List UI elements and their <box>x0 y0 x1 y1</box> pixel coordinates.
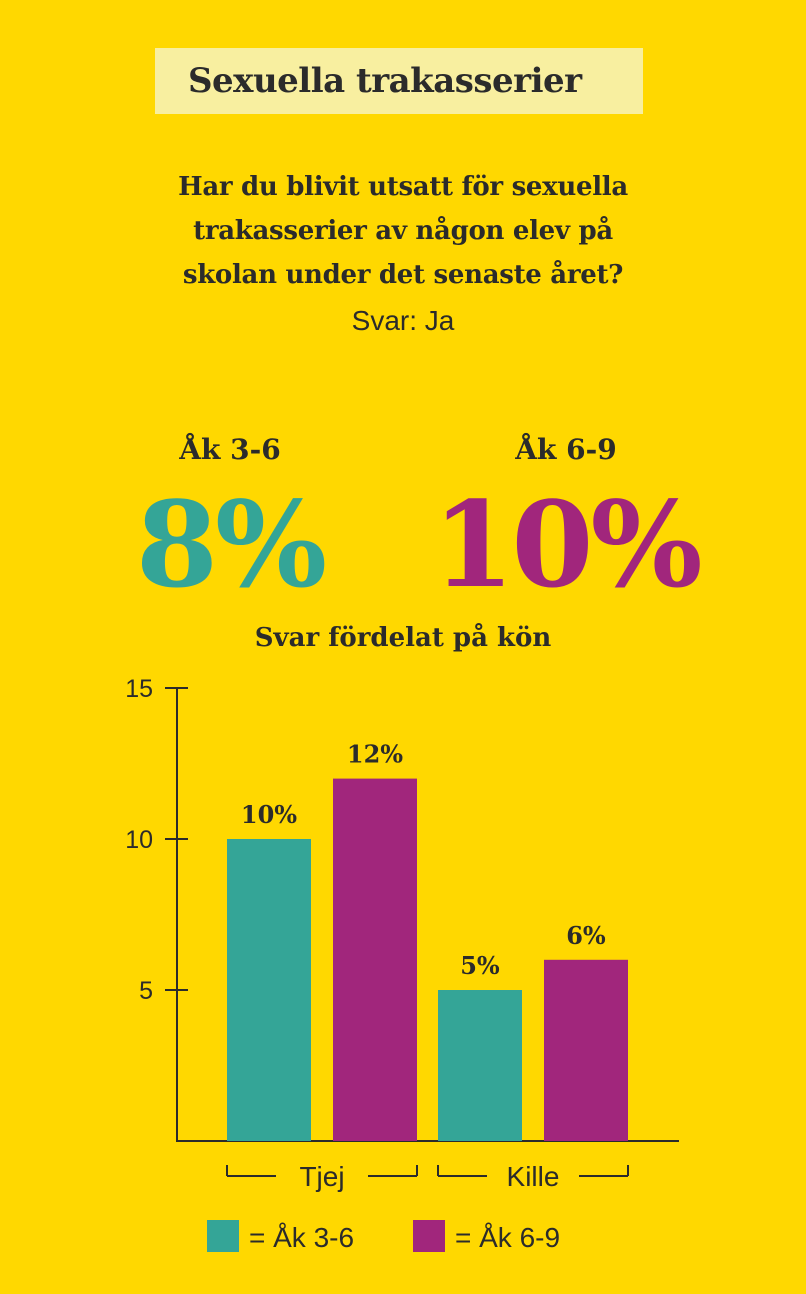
summary-label-ak6-9: Åk 6-9 <box>515 433 617 466</box>
bar <box>333 778 417 1141</box>
data-label: 6% <box>566 921 606 950</box>
bar <box>544 959 628 1141</box>
data-label: 12% <box>347 740 403 769</box>
question-line: trakasserier av någon elev på <box>193 216 613 246</box>
y-tick-label: 15 <box>125 675 153 703</box>
chart-title: Sexuella trakasserier <box>155 48 643 114</box>
bar <box>438 990 522 1141</box>
chart-subtitle: Svar fördelat på kön <box>254 623 552 653</box>
legend-swatch <box>207 1220 239 1252</box>
category-label: Tjej <box>299 1161 344 1192</box>
survey-answer: Svar: Ja <box>351 305 455 336</box>
legend-swatch <box>413 1220 445 1252</box>
summary-value-ak3-6: 8% <box>135 475 327 614</box>
question-line: skolan under det senaste året? <box>182 260 624 290</box>
summary-value-ak6-9: 10% <box>432 475 702 614</box>
survey-question: Har du blivit utsatt för sexuella trakas… <box>100 165 706 297</box>
y-tick-label: 5 <box>139 977 153 1005</box>
legend-item-ak6-9: = Åk 6-9 <box>413 1218 560 1258</box>
bar-chart: 5 10 15 10% 12% Tjej 5% 6% Kille <box>125 675 679 1192</box>
category-label: Kille <box>507 1161 560 1192</box>
legend-text: = Åk 3-6 <box>249 1222 355 1253</box>
y-tick-label: 10 <box>125 826 153 854</box>
legend-item-ak3-6: = Åk 3-6 <box>207 1218 354 1258</box>
summary-label-ak3-6: Åk 3-6 <box>179 433 281 466</box>
bar <box>227 839 311 1141</box>
question-line: Har du blivit utsatt för sexuella <box>178 172 628 202</box>
data-label: 10% <box>241 800 297 829</box>
data-label: 5% <box>460 951 500 980</box>
legend-text: = Åk 6-9 <box>455 1222 561 1253</box>
